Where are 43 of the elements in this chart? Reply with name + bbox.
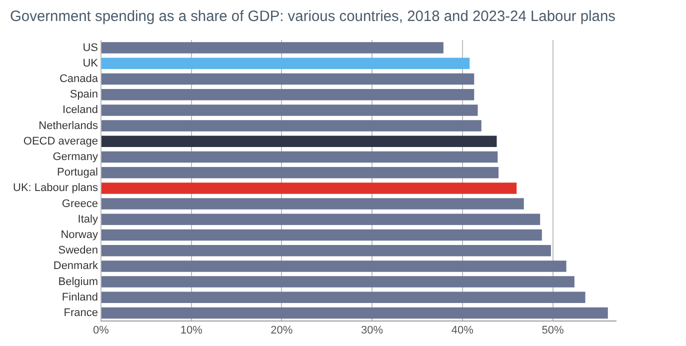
bar bbox=[102, 182, 517, 194]
bar bbox=[102, 104, 478, 116]
bar bbox=[102, 42, 444, 54]
y-tick-label: France bbox=[64, 307, 98, 320]
y-tick-label: Finland bbox=[62, 291, 98, 304]
y-tick-label: OECD average bbox=[23, 135, 98, 148]
chart-title: Government spending as a share of GDP: various countries, 2018 and 2023-24 Labour plans bbox=[10, 9, 616, 26]
y-tick-label: UK: Labour plans bbox=[13, 182, 98, 194]
bar bbox=[102, 276, 574, 288]
bar bbox=[102, 73, 474, 85]
y-tick-label: Denmark bbox=[53, 260, 98, 272]
bar bbox=[102, 120, 482, 132]
bar bbox=[102, 292, 586, 304]
bar bbox=[102, 244, 551, 256]
y-tick-label: Germany bbox=[52, 151, 98, 164]
x-tick-label: 10% bbox=[180, 324, 203, 336]
bar bbox=[102, 166, 499, 178]
y-tick-label: US bbox=[82, 42, 98, 54]
y-tick-label: Spain bbox=[70, 88, 98, 101]
y-tick-label: UK bbox=[82, 57, 99, 70]
y-tick-label: Portugal bbox=[57, 166, 98, 179]
x-tick-label: 30% bbox=[361, 324, 384, 336]
y-tick-label: Greece bbox=[62, 198, 98, 210]
y-tick-label: Belgium bbox=[58, 276, 98, 288]
bar bbox=[102, 229, 542, 241]
bar bbox=[102, 136, 497, 148]
x-tick-label: 0% bbox=[93, 324, 110, 336]
bar bbox=[102, 151, 498, 163]
y-tick-label: Sweden bbox=[58, 244, 98, 257]
x-tick-label: 20% bbox=[270, 324, 293, 336]
bar bbox=[102, 260, 566, 272]
bar bbox=[102, 214, 540, 226]
y-tick-label: Netherlands bbox=[38, 120, 98, 132]
bar bbox=[102, 88, 474, 100]
y-tick-label: Italy bbox=[78, 213, 98, 226]
bar bbox=[102, 58, 470, 70]
x-tick-label: 40% bbox=[451, 324, 474, 336]
y-tick-label: Iceland bbox=[62, 104, 98, 116]
bar bbox=[102, 198, 524, 210]
y-tick-label: Canada bbox=[59, 73, 99, 86]
x-tick-label: 50% bbox=[542, 324, 564, 336]
y-tick-label: Norway bbox=[60, 229, 98, 242]
bar bbox=[102, 307, 608, 319]
